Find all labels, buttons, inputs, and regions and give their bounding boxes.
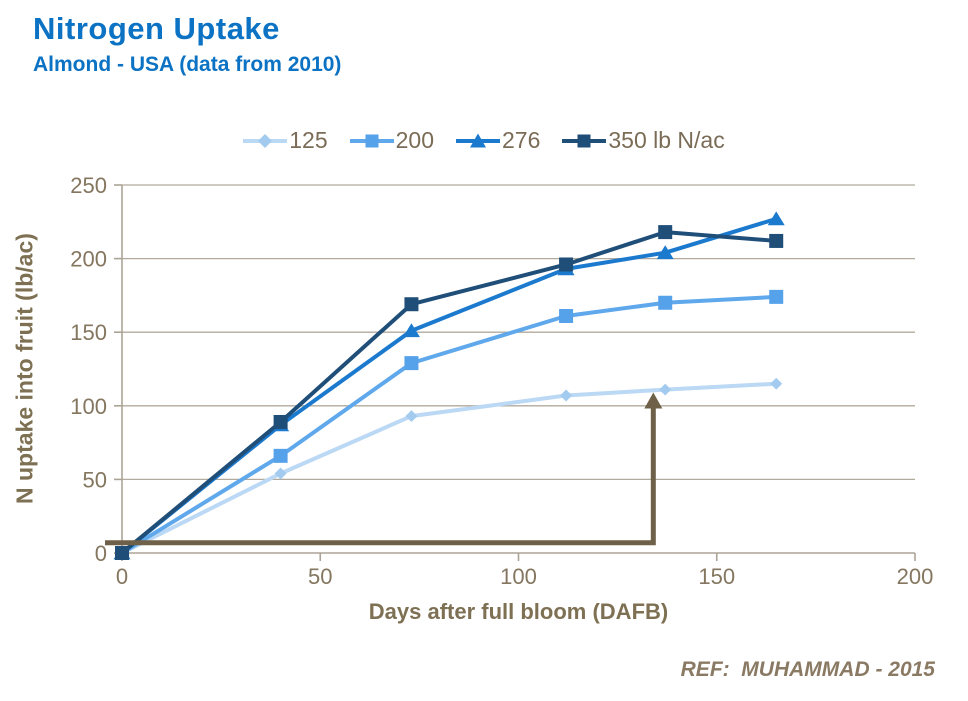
data-point-marker-350 <box>404 297 419 312</box>
annotation-elbow-line <box>105 405 656 546</box>
annotation-arrowhead-icon <box>644 392 663 409</box>
series-line-125 <box>120 381 779 555</box>
data-point-marker-200 <box>658 295 673 310</box>
data-point-marker-200 <box>273 448 288 463</box>
data-point-marker-200 <box>769 289 784 304</box>
chart-title: Nitrogen Uptake <box>33 11 280 46</box>
data-point-marker-200 <box>559 309 574 324</box>
legend-item-125: 125 <box>243 127 328 154</box>
y-tick-label: 0 <box>95 541 107 566</box>
data-point-marker-125 <box>405 410 418 423</box>
legend-marker-shape <box>258 133 273 148</box>
diamond-marker-icon <box>243 133 288 148</box>
data-point-marker-276 <box>402 323 420 338</box>
data-point-marker-200 <box>404 356 419 371</box>
series-line-350 <box>120 230 779 555</box>
square-marker-icon <box>562 134 607 147</box>
legend-label: 276 <box>502 127 541 153</box>
data-point-marker-276 <box>656 245 674 260</box>
legend-label: 125 <box>289 127 328 153</box>
y-tick-label: 250 <box>70 173 107 198</box>
data-point-marker-350 <box>559 257 574 272</box>
legend-item-276: 276 <box>456 127 540 154</box>
legend: 125 200 276 350 lb N/ac <box>0 127 968 154</box>
x-tick-label: 100 <box>500 564 537 589</box>
x-axis-title: Days after full bloom (DAFB) <box>368 599 669 624</box>
legend-label: 350 lb N/ac <box>608 127 725 153</box>
data-point-marker-350 <box>115 546 129 560</box>
y-axis-title: N uptake into fruit (lb/ac) <box>11 233 38 505</box>
legend-label: 200 <box>395 127 434 153</box>
y-tick-label: 150 <box>70 320 107 345</box>
x-tick-label: 150 <box>698 564 735 589</box>
square-marker-icon <box>349 134 394 147</box>
x-tick-label: 0 <box>116 564 128 589</box>
data-point-marker-350 <box>769 233 784 248</box>
legend-marker-shape <box>470 133 486 147</box>
legend-item-200: 200 <box>349 127 434 154</box>
reference-text: REF: MUHAMMAD - 2015 <box>680 658 935 681</box>
y-tick-label: 50 <box>83 467 107 492</box>
data-point-marker-125 <box>770 377 783 390</box>
legend-item-350: 350 lb N/ac <box>562 127 725 154</box>
y-tick-label: 200 <box>70 247 107 272</box>
data-point-marker-125 <box>659 383 672 396</box>
chart-subtitle: Almond - USA (data from 2010) <box>33 53 342 76</box>
data-point-marker-350 <box>658 225 673 240</box>
legend-marker-shape <box>365 134 379 147</box>
y-tick-label: 100 <box>70 394 107 419</box>
legend-marker-shape <box>577 134 591 147</box>
x-tick-label: 50 <box>308 564 332 589</box>
data-point-marker-276 <box>767 211 785 226</box>
x-tick-label: 200 <box>897 564 934 589</box>
data-point-marker-125 <box>274 467 287 480</box>
series-line-200 <box>120 294 779 555</box>
data-point-marker-350 <box>273 414 288 429</box>
triangle-marker-icon <box>456 133 500 147</box>
data-point-marker-125 <box>560 389 573 402</box>
